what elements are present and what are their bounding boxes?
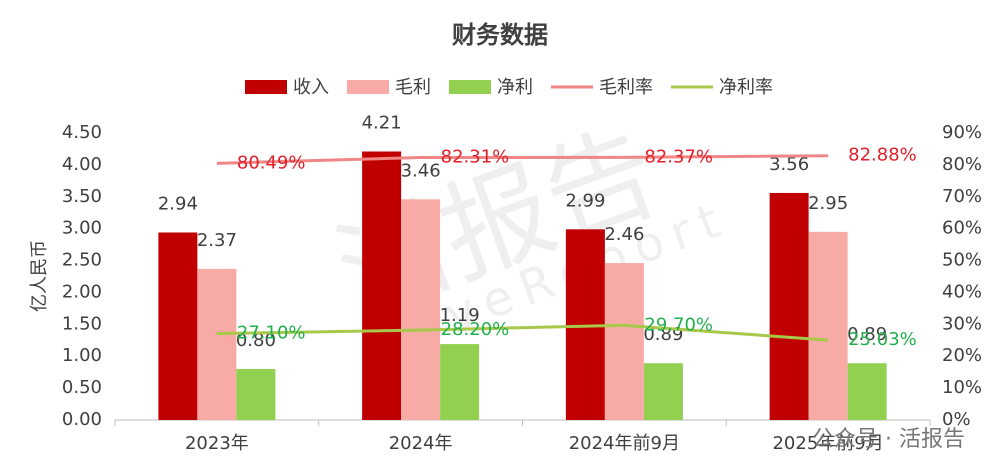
- bar: [604, 263, 644, 420]
- x-tick-label: 2024年: [389, 433, 453, 454]
- bar: [236, 368, 276, 420]
- line-value-label: 29.70%: [644, 314, 713, 335]
- bar: [362, 151, 402, 421]
- y2-tick-label: 90%: [942, 122, 982, 143]
- y2-tick-label: 10%: [942, 377, 982, 398]
- y2-tick-label: 20%: [942, 345, 982, 366]
- y-tick-label: 2.50: [62, 250, 102, 271]
- chart-title: 财务数据: [452, 21, 548, 49]
- y-tick-label: 4.00: [62, 154, 102, 175]
- line-value-label: 28.20%: [441, 319, 510, 340]
- bar-value-label: 2.37: [197, 230, 237, 251]
- y2-tick-label: 0%: [942, 409, 971, 430]
- x-tick-label: 2024年前9月: [569, 433, 680, 454]
- bar: [440, 344, 480, 420]
- line: [216, 154, 829, 165]
- bar: [643, 363, 683, 420]
- bar-value-label: 3.56: [769, 154, 809, 175]
- bar-value-label: 2.46: [604, 224, 644, 245]
- y-tick-label: 4.50: [62, 122, 102, 143]
- y-tick-label: 1.00: [62, 345, 102, 366]
- y2-tick-label: 80%: [942, 154, 982, 175]
- bar-value-label: 3.46: [401, 160, 441, 181]
- line-value-label: 27.10%: [237, 323, 306, 344]
- x-tick-label: 2023年: [185, 433, 249, 454]
- y-tick-label: 3.50: [62, 186, 102, 207]
- bar-value-label: 0.89: [847, 324, 887, 345]
- line-value-label: 82.88%: [848, 145, 917, 166]
- y-tick-label: 1.50: [62, 313, 102, 334]
- y2-tick-label: 50%: [942, 250, 982, 271]
- legend-label: 收入: [293, 77, 329, 98]
- y-tick-label: 3.00: [62, 218, 102, 239]
- legend-swatch: [347, 80, 389, 94]
- legend-swatch: [449, 80, 491, 94]
- watermark: 公众号 · 活报告: [812, 427, 965, 452]
- y-tick-label: 2.00: [62, 281, 102, 302]
- bar-value-label: 0.80: [236, 330, 276, 351]
- y-tick-label: 0.50: [62, 377, 102, 398]
- legend-label: 毛利: [395, 77, 431, 98]
- x-tick-label: 2025年前9月: [772, 433, 883, 454]
- legend-label: 净利率: [719, 77, 773, 98]
- bar-value-label: 2.94: [158, 193, 198, 214]
- bar-value-label: 2.95: [808, 193, 848, 214]
- y-axis-label: 亿人民币: [29, 240, 50, 312]
- line: [216, 323, 829, 342]
- line-value-label: 80.49%: [237, 152, 306, 173]
- bar: [847, 363, 887, 420]
- legend-label: 净利: [497, 77, 533, 98]
- bar: [197, 268, 237, 420]
- y2-tick-label: 60%: [942, 218, 982, 239]
- legend-label: 毛利率: [599, 77, 653, 98]
- line-value-label: 25.03%: [848, 329, 917, 350]
- bar: [401, 199, 441, 420]
- line-value-label: 82.31%: [441, 147, 510, 168]
- y2-tick-label: 70%: [942, 186, 982, 207]
- bar-value-label: 2.99: [565, 190, 605, 211]
- y2-tick-label: 30%: [942, 313, 982, 334]
- bar-value-label: 4.21: [362, 112, 402, 133]
- line-value-label: 82.37%: [644, 146, 713, 167]
- bar-value-label: 1.19: [440, 305, 480, 326]
- y2-tick-label: 40%: [942, 281, 982, 302]
- legend-swatch: [245, 80, 287, 94]
- bar: [769, 192, 809, 420]
- bar: [158, 232, 198, 420]
- y-tick-label: 0.00: [62, 409, 102, 430]
- bar: [808, 231, 848, 420]
